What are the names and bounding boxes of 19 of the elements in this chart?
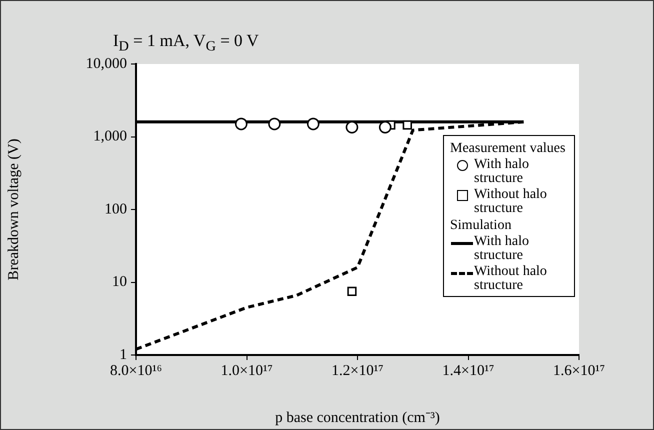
x-tick-label: 1.0×10¹⁷ <box>220 362 273 379</box>
legend-label: With halo structure <box>474 234 530 263</box>
legend-label: Without halo structure <box>474 187 548 216</box>
y-tick-label: 10,000 <box>86 56 127 72</box>
x-tick-label: 1.4×10¹⁷ <box>442 362 494 379</box>
annotation: Measurement values <box>450 141 566 156</box>
legend-label: With halo structure <box>474 157 530 186</box>
y-tick-label: 1 <box>120 346 127 363</box>
annotation: Simulation <box>450 218 512 233</box>
y-tick-label: 1,000 <box>93 128 127 145</box>
y-tick-label: 100 <box>104 201 127 218</box>
x-axis-title: p base concentration (cm⁻³) <box>275 410 440 426</box>
x-tick-label: 8.0×10¹⁶ <box>110 362 162 379</box>
x-tick-label: 1.2×10¹⁷ <box>332 362 384 379</box>
x-tick-label: 1.6×10¹⁷ <box>553 362 605 379</box>
chart-title: I$_{D}$ = 1 mA, V$_{G}$ = 0 V <box>113 31 259 56</box>
y-axis-title: Breakdown voltage (V) <box>6 138 22 280</box>
legend-label: Without halo structure <box>474 264 548 293</box>
y-tick-label: 10 <box>112 274 127 290</box>
